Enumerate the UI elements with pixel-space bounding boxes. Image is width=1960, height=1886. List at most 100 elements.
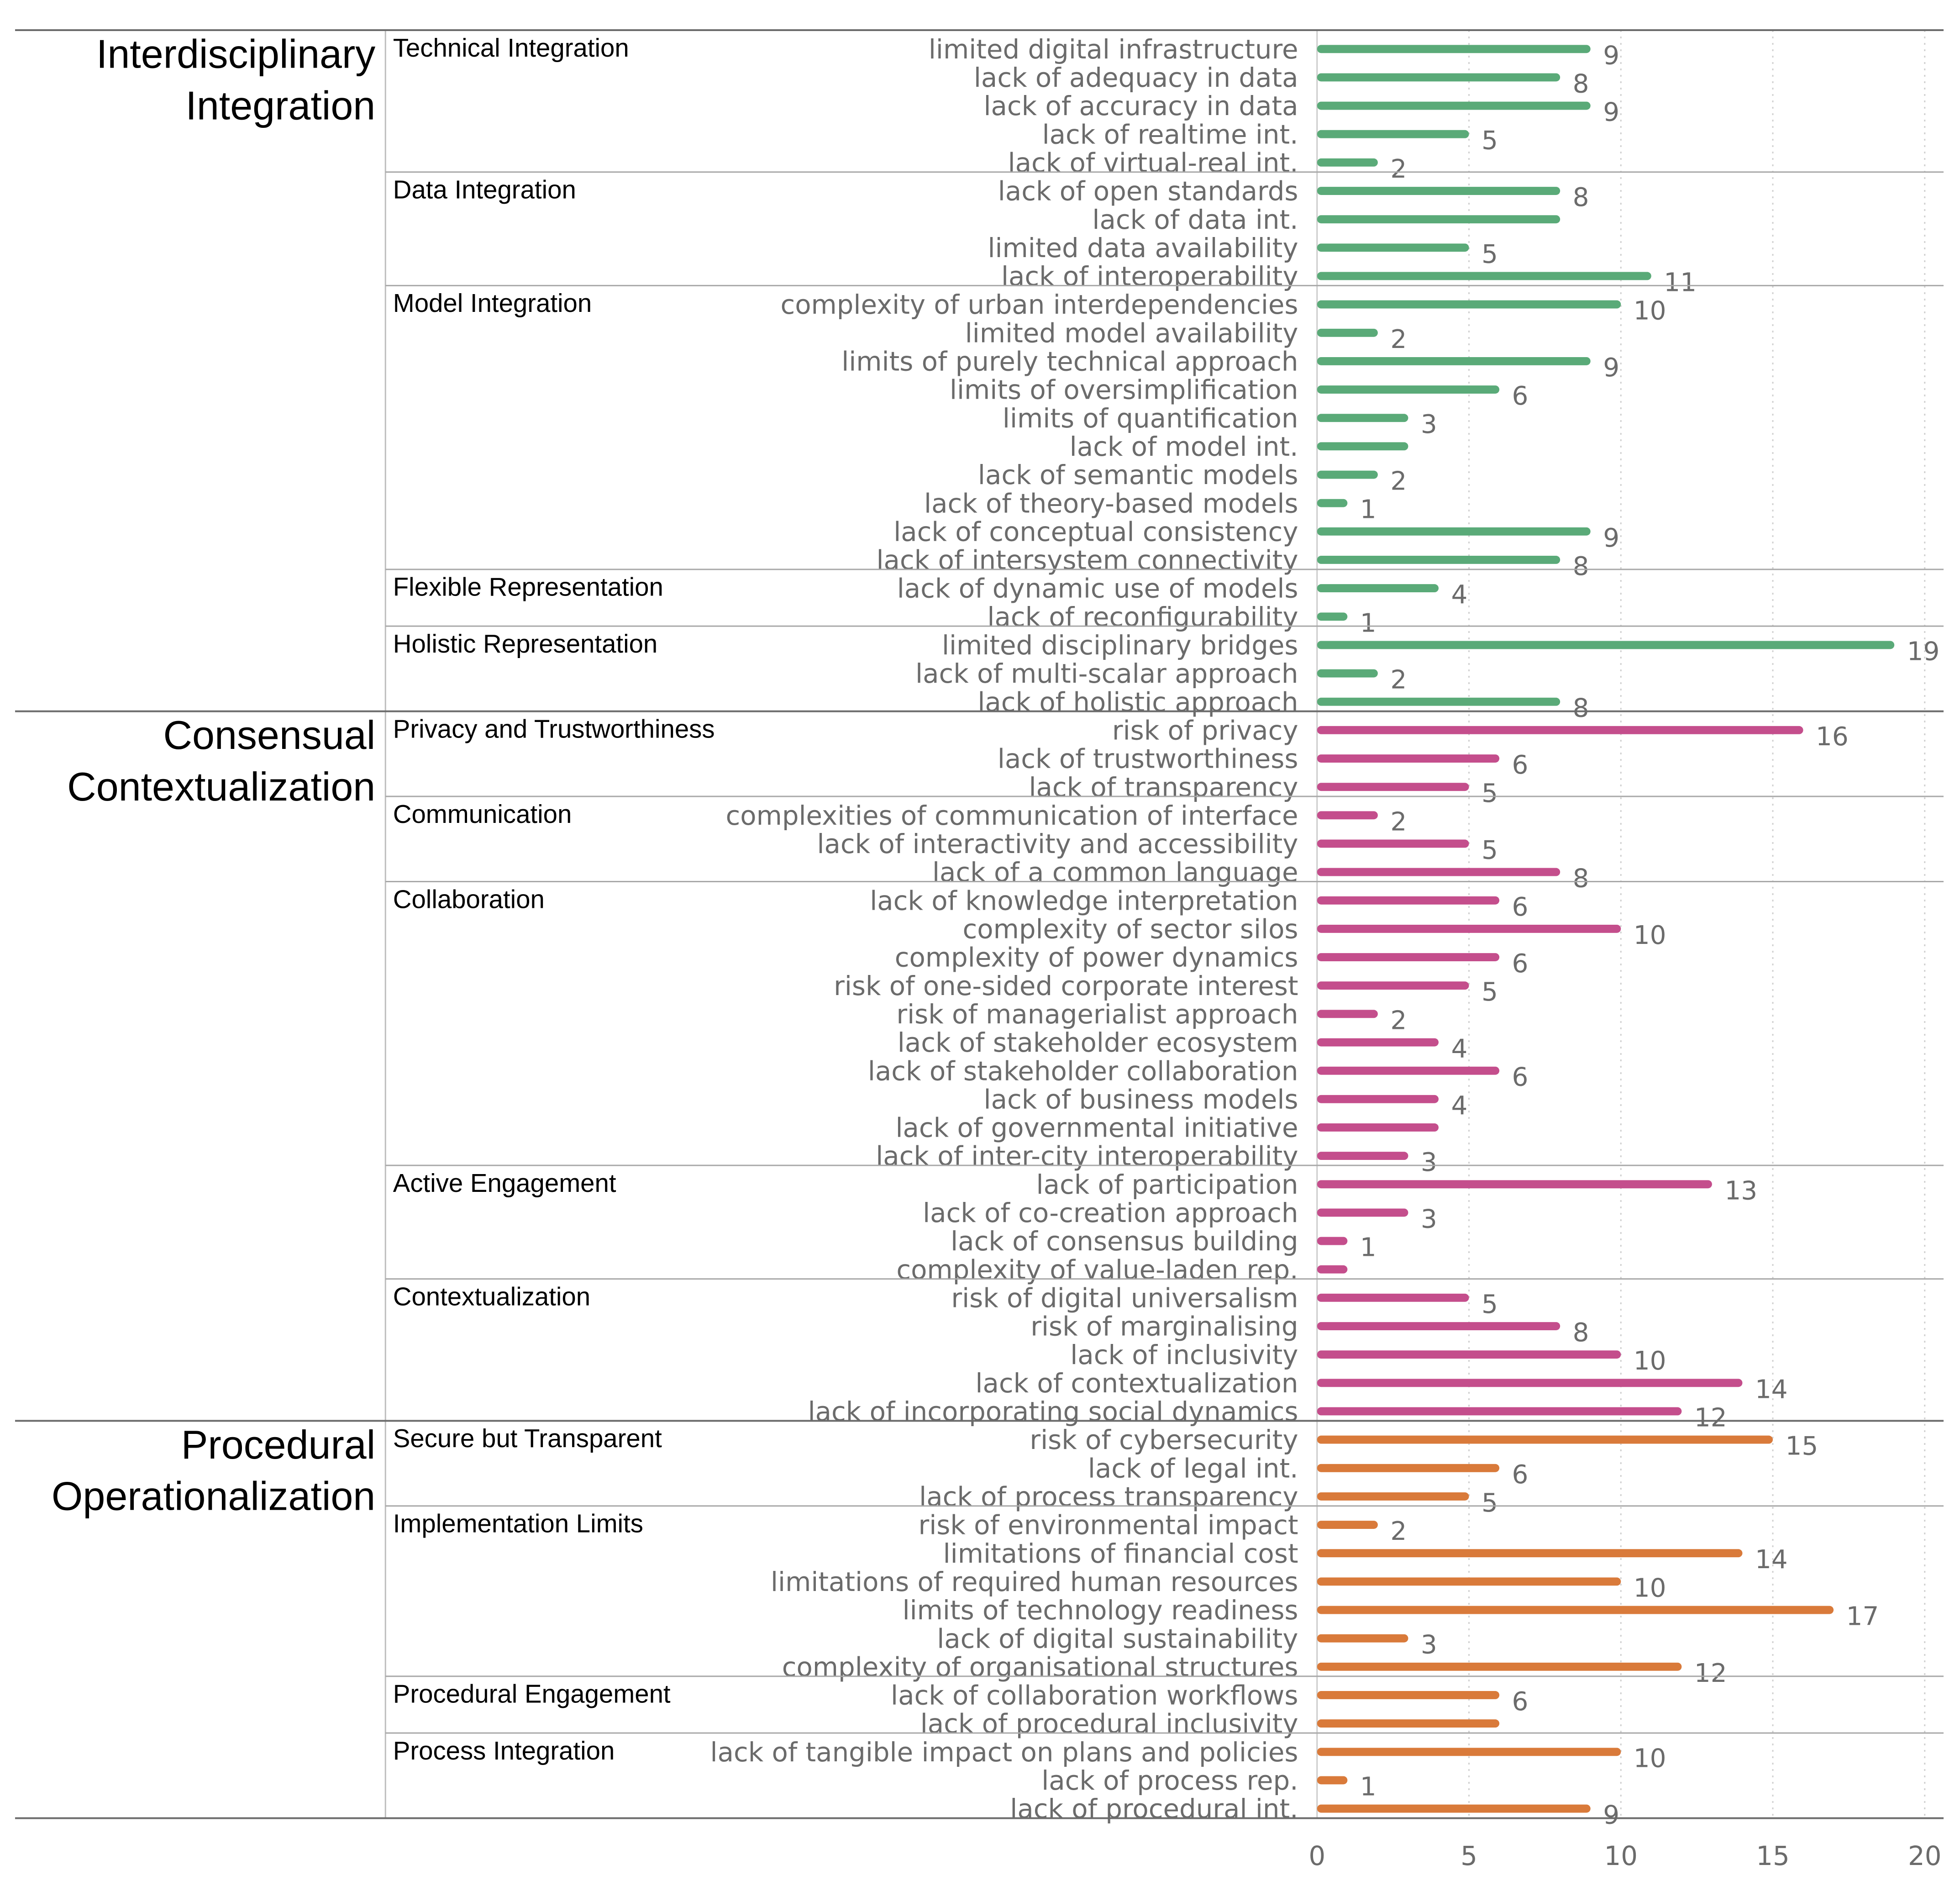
- item-label: limits of quantification: [1003, 403, 1298, 434]
- bar-value-label: 1: [1360, 495, 1377, 525]
- bar-value-label: 5: [1482, 835, 1498, 865]
- bar: [1317, 1577, 1621, 1586]
- item-label: lack of interactivity and accessibility: [817, 828, 1298, 859]
- item-label: lack of inclusivity: [1070, 1339, 1298, 1370]
- group-label: Active Engagement: [393, 1169, 616, 1197]
- bar: [1317, 73, 1561, 82]
- bar: [1317, 896, 1500, 905]
- bar: [1317, 924, 1621, 933]
- item-label: complexity of urban interdependencies: [780, 289, 1298, 320]
- item-label: complexity of value-laden rep.: [896, 1254, 1298, 1285]
- bar: [1317, 187, 1561, 195]
- section-label: Consensual: [163, 712, 376, 758]
- bar: [1317, 1634, 1408, 1643]
- bar: [1317, 953, 1500, 961]
- bar: [1317, 1180, 1712, 1189]
- section-label: Procedural: [181, 1422, 376, 1467]
- bar: [1317, 158, 1378, 167]
- bar-value-label: 2: [1390, 154, 1407, 184]
- bar: [1317, 1237, 1348, 1245]
- bar: [1317, 1606, 1834, 1614]
- bar-value-label: 9: [1603, 523, 1619, 553]
- item-label: limitations of required human resources: [771, 1566, 1298, 1597]
- bar-value-label: 3: [1421, 410, 1437, 439]
- section-label: Interdisciplinary: [96, 32, 375, 77]
- group-label: Flexible Representation: [393, 573, 663, 601]
- bar-value-label: 2: [1390, 1006, 1407, 1035]
- item-label: lack of theory-based models: [924, 488, 1298, 519]
- x-tick-label: 5: [1461, 1840, 1477, 1871]
- bar-value-label: 17: [1846, 1602, 1879, 1632]
- bar: [1317, 1293, 1469, 1302]
- item-label: lack of collaboration workflows: [891, 1680, 1298, 1711]
- bar-value-label: 6: [1512, 381, 1529, 411]
- bar-value-label: 9: [1603, 1801, 1619, 1830]
- bar-value-label: 1: [1360, 1233, 1377, 1263]
- item-label: lack of realtime int.: [1042, 119, 1298, 150]
- item-label: lack of model int.: [1070, 431, 1298, 462]
- group-label: Holistic Representation: [393, 629, 658, 658]
- item-label: lack of digital sustainability: [937, 1623, 1298, 1654]
- item-label: complexities of communication of interfa…: [725, 800, 1298, 831]
- bar-value-label: 5: [1482, 977, 1498, 1007]
- item-label: lack of process rep.: [1041, 1765, 1298, 1796]
- item-label: lack of procedural inclusivity: [920, 1708, 1298, 1739]
- bar: [1317, 1095, 1439, 1103]
- bar: [1317, 1776, 1348, 1785]
- group-label: Model Integration: [393, 289, 592, 317]
- bar-value-label: 6: [1512, 750, 1529, 780]
- bar: [1317, 414, 1408, 422]
- bar-value-label: 10: [1634, 1346, 1666, 1376]
- bar-value-label: 19: [1907, 637, 1940, 666]
- item-label: lack of incorporating social dynamics: [808, 1396, 1298, 1427]
- item-label: lack of inter-city interoperability: [876, 1141, 1298, 1172]
- bar: [1317, 868, 1561, 876]
- section-label: Contextualization: [67, 764, 375, 809]
- bar-value-label: 9: [1603, 98, 1619, 127]
- bar: [1317, 839, 1469, 848]
- bar-value-label: 1: [1360, 608, 1377, 638]
- bar: [1317, 300, 1621, 309]
- bar: [1317, 45, 1591, 53]
- bar: [1317, 1152, 1408, 1160]
- item-label: lack of holistic approach: [977, 686, 1298, 717]
- item-label: lack of dynamic use of models: [897, 573, 1298, 604]
- bar-value-label: 12: [1694, 1403, 1727, 1433]
- item-label: lack of reconfigurability: [987, 601, 1298, 632]
- item-label: lack of contextualization: [975, 1368, 1298, 1399]
- bar: [1317, 1265, 1348, 1274]
- bar: [1317, 328, 1378, 337]
- group-label: Process Integration: [393, 1736, 615, 1765]
- item-label: lack of accuracy in data: [984, 90, 1298, 121]
- bar-value-label: 2: [1390, 665, 1407, 695]
- bar: [1317, 527, 1591, 536]
- item-label: lack of a common language: [932, 857, 1298, 888]
- group-label: Secure but Transparent: [393, 1424, 662, 1453]
- item-label: risk of marginalising: [1030, 1311, 1298, 1342]
- bar: [1317, 783, 1469, 791]
- bar-value-label: 8: [1573, 69, 1589, 99]
- bar: [1317, 385, 1500, 394]
- bar-value-label: 8: [1573, 1318, 1589, 1348]
- item-label: lack of trustworthiness: [998, 743, 1298, 774]
- bar-value-label: 8: [1573, 183, 1589, 212]
- bar-value-label: 14: [1755, 1375, 1788, 1404]
- bar-value-label: 2: [1390, 1517, 1407, 1546]
- bar: [1317, 1322, 1561, 1330]
- bar: [1317, 442, 1408, 451]
- bar: [1317, 754, 1500, 763]
- bar-value-label: 8: [1573, 864, 1589, 894]
- bar-value-label: 8: [1573, 694, 1589, 723]
- bar-value-label: 13: [1724, 1176, 1757, 1206]
- bar: [1317, 1038, 1439, 1047]
- item-label: risk of cybersecurity: [1030, 1424, 1298, 1455]
- item-label: complexity of sector silos: [962, 914, 1298, 945]
- item-label: limited model availability: [965, 317, 1298, 348]
- bar: [1317, 584, 1439, 593]
- item-label: limited digital infrastructure: [929, 34, 1298, 65]
- bar-value-label: 6: [1512, 949, 1529, 979]
- bar: [1317, 272, 1651, 280]
- item-label: lack of virtual-real int.: [1008, 147, 1298, 178]
- bar: [1317, 1407, 1682, 1416]
